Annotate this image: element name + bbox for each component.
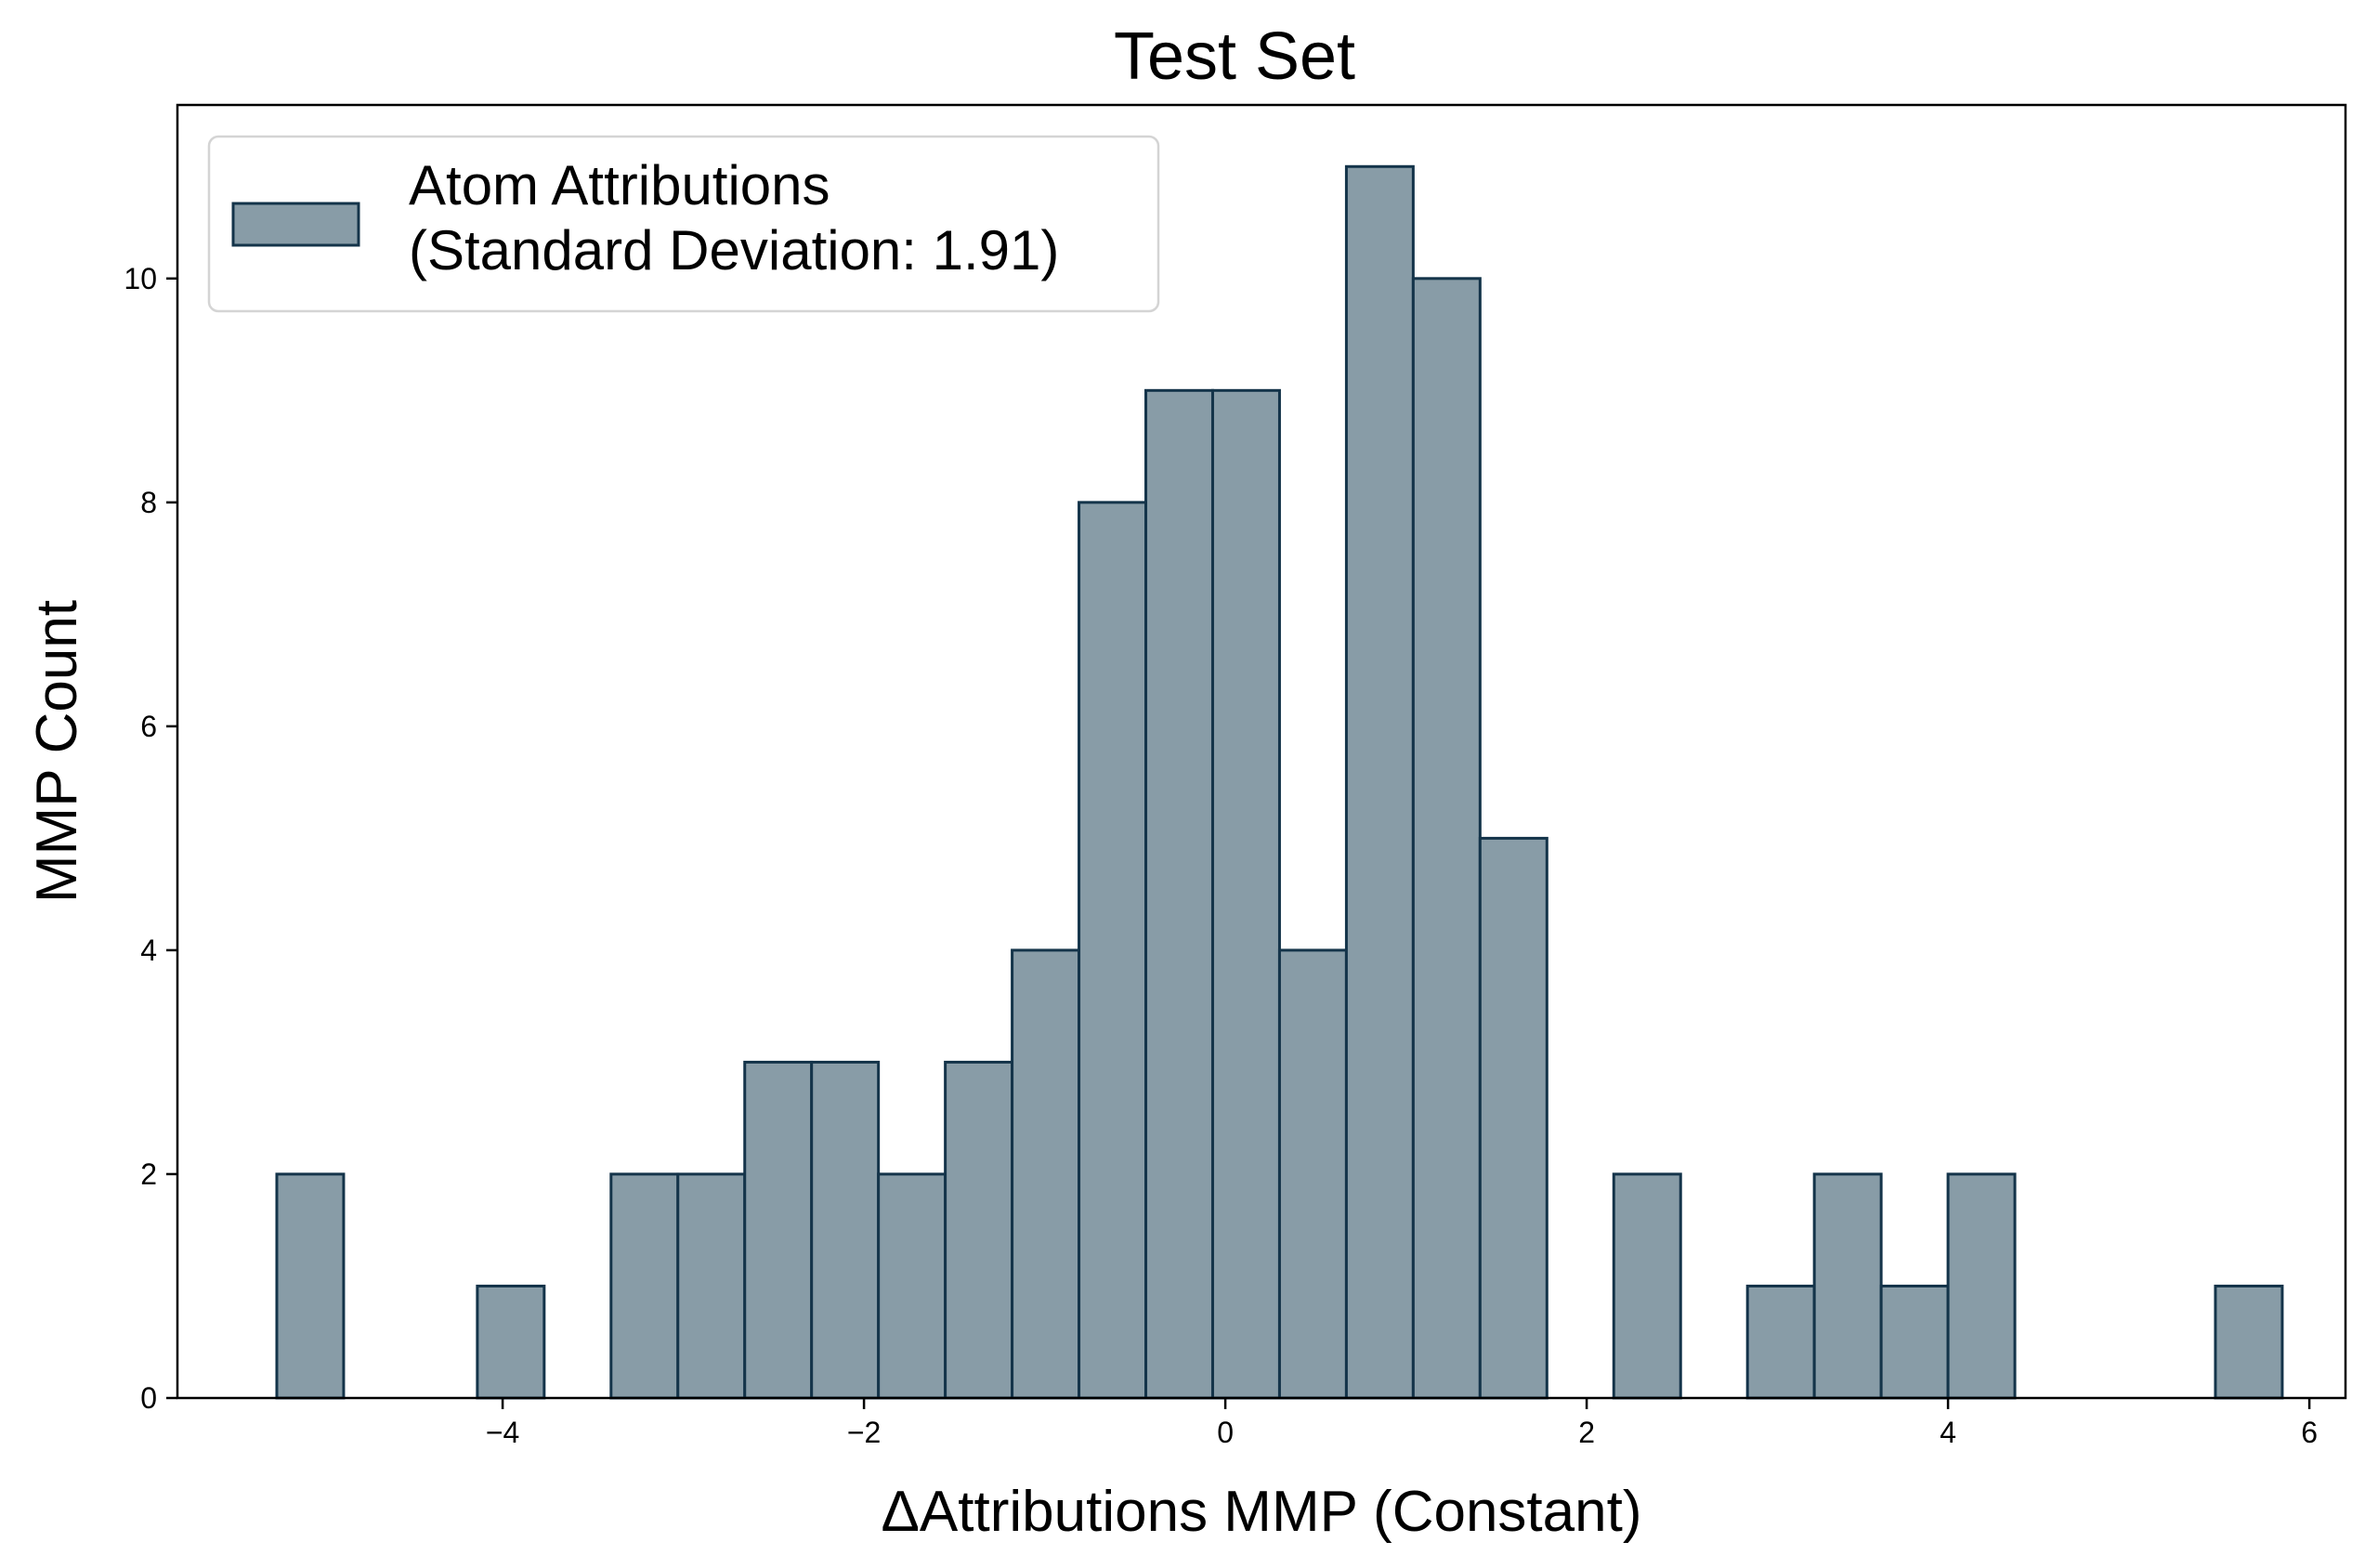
- legend-box: [207, 135, 1160, 313]
- x-axis-title: ΔAttributions MMP (Constant): [882, 1480, 1642, 1544]
- legend-label-line: Atom Attributions: [409, 154, 830, 216]
- bars-group: [275, 164, 2284, 1400]
- histogram-bar: [1411, 277, 1482, 1400]
- y-axis-title: MMP Count: [25, 600, 89, 903]
- legend-label-line: (Standard Deviation: 1.91): [409, 219, 1059, 281]
- histogram-bar: [1612, 1172, 1682, 1400]
- histogram-bar: [1344, 164, 1415, 1400]
- legend: Atom Attributions (Standard Deviation: 1.…: [207, 135, 1160, 313]
- y-tick-label: 0: [140, 1381, 157, 1415]
- x-tick-label: −4: [486, 1416, 519, 1449]
- x-tick-label: −2: [847, 1416, 881, 1449]
- histogram-bar: [1078, 501, 1148, 1400]
- histogram-bar: [1011, 948, 1081, 1400]
- plot-area-frame: [176, 103, 2347, 1400]
- y-tick-label: 10: [124, 262, 157, 295]
- histogram-bar: [2214, 1284, 2284, 1400]
- histogram-bar: [1812, 1172, 1883, 1400]
- histogram-bar: [476, 1284, 546, 1400]
- histogram-bar: [275, 1172, 346, 1400]
- histogram-bar: [676, 1172, 747, 1400]
- histogram-bar: [810, 1060, 881, 1400]
- x-tick-label: 4: [1940, 1416, 1956, 1449]
- histogram-bar: [1946, 1172, 2017, 1400]
- y-axis-ticks: 0 2 4 6 8 10: [124, 262, 177, 1415]
- y-tick-label: 4: [140, 934, 157, 967]
- x-tick-label: 2: [1578, 1416, 1595, 1449]
- histogram-bar: [609, 1172, 680, 1400]
- x-axis-ticks: −4 −2 0 2 4 6: [486, 1398, 2318, 1449]
- histogram-bar: [1745, 1284, 1816, 1400]
- x-tick-label: 0: [1217, 1416, 1234, 1449]
- y-tick-label: 2: [140, 1157, 157, 1191]
- histogram-bar: [1144, 388, 1214, 1400]
- histogram-bar: [1277, 948, 1348, 1400]
- y-tick-label: 8: [140, 486, 157, 519]
- histogram-bar: [944, 1060, 1014, 1400]
- legend-label: Atom Attributions (Standard Deviation: 1.…: [409, 154, 1059, 281]
- histogram-bar: [877, 1172, 947, 1400]
- histogram-bar: [1210, 388, 1281, 1400]
- histogram-bar: [1478, 836, 1548, 1400]
- chart-title: Test Set: [1114, 20, 1355, 94]
- histogram-bar: [1879, 1284, 1950, 1400]
- legend-swatch: [231, 202, 360, 247]
- histogram-bar: [743, 1060, 814, 1400]
- x-tick-label: 6: [2301, 1416, 2318, 1449]
- y-tick-label: 6: [140, 710, 157, 743]
